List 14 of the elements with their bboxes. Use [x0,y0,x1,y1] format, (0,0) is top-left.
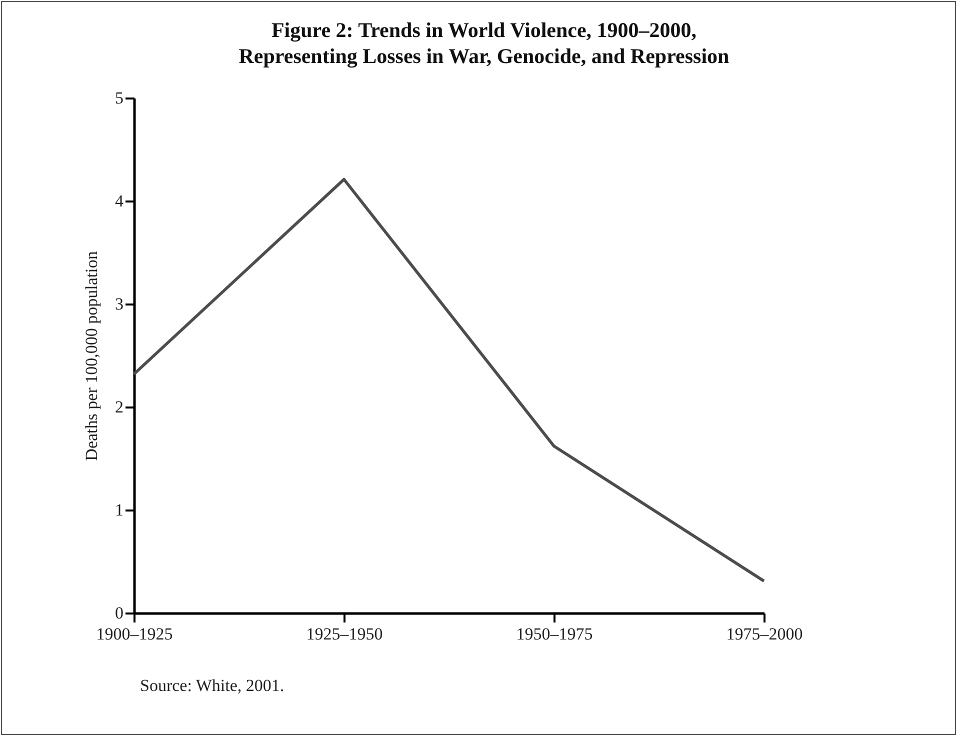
y-tick-label: 5 [115,88,124,108]
y-tick-label: 1 [115,500,124,520]
y-tick-label: 2 [115,398,124,416]
source-note: Source: White, 2001. [140,676,284,696]
y-tick-label: 3 [115,294,124,314]
x-tick-label: 1950–1975 [516,624,593,644]
y-axis-title: Deaths per 100,000 population [82,250,101,461]
x-tick-label: 1925–1950 [306,624,383,644]
line-series [132,178,766,583]
y-tick-label: 0 [115,604,124,622]
y-tick-label: 4 [115,192,124,210]
x-tick-label: 1900–1925 [96,624,173,644]
x-tick-label: 1975–2000 [726,624,803,644]
chart-title: Figure 2: Trends in World Violence, 1900–2000, Representing Losses in War, Genocide, and Repression [238,18,730,68]
